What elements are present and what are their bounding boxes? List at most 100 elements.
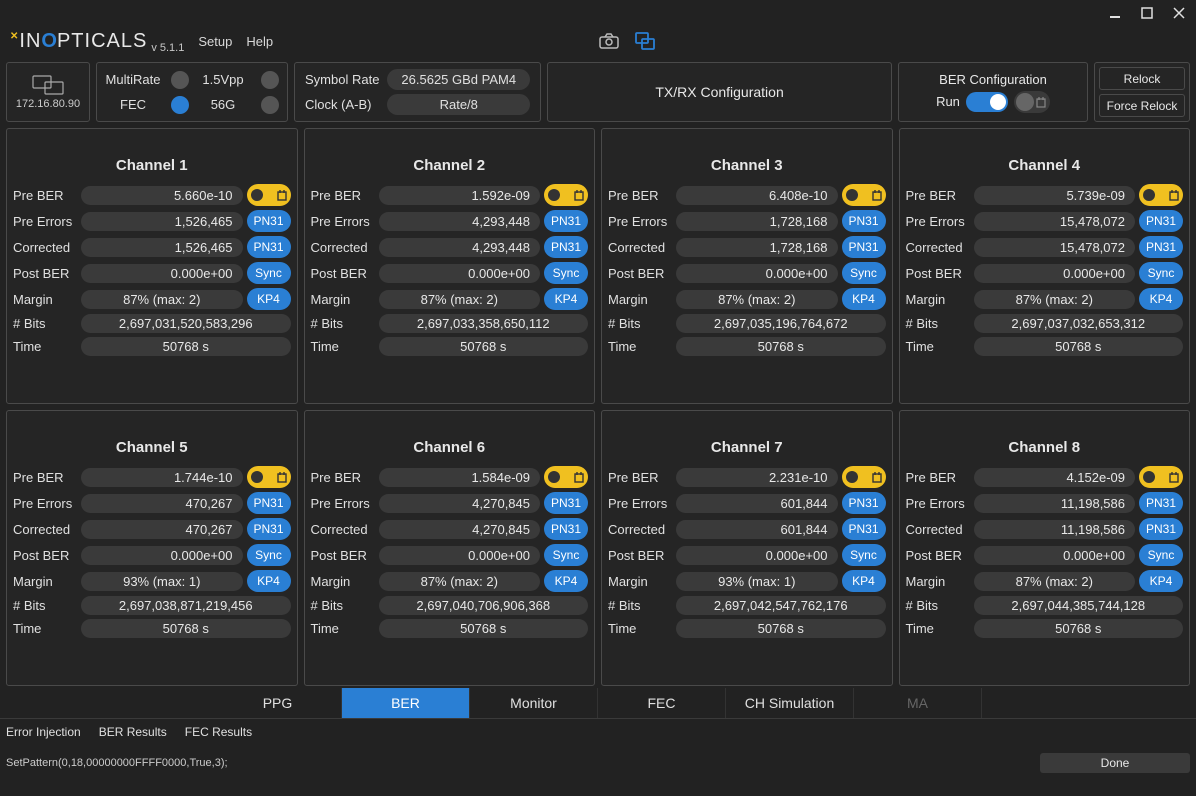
- corrected-value: 470,267: [81, 520, 243, 539]
- sync-badge[interactable]: Sync: [1139, 262, 1183, 284]
- pn31-badge[interactable]: PN31: [1139, 236, 1183, 258]
- symbol-rate-value[interactable]: 26.5625 GBd PAM4: [387, 69, 530, 90]
- corrected-value: 11,198,586: [974, 520, 1136, 539]
- time-value: 50768 s: [81, 619, 291, 638]
- postber-label: Post BER: [906, 266, 970, 281]
- pn31-badge[interactable]: PN31: [544, 210, 588, 232]
- corrected-value: 4,270,845: [379, 520, 541, 539]
- sync-badge[interactable]: Sync: [247, 544, 291, 566]
- multirate-toggle[interactable]: MultiRate: [105, 71, 189, 89]
- kp4-badge[interactable]: KP4: [544, 288, 588, 310]
- preber-toggle[interactable]: [544, 466, 588, 488]
- screenshot-icon[interactable]: [598, 30, 620, 52]
- preber-toggle[interactable]: [1139, 466, 1183, 488]
- margin-value: 87% (max: 2): [974, 572, 1136, 591]
- sync-badge[interactable]: Sync: [247, 262, 291, 284]
- sync-badge[interactable]: Sync: [544, 544, 588, 566]
- preerr-value: 11,198,586: [974, 494, 1136, 513]
- time-label: Time: [13, 339, 77, 354]
- pn31-badge[interactable]: PN31: [842, 210, 886, 232]
- tab-ch-simulation[interactable]: CH Simulation: [726, 688, 854, 718]
- preber-toggle[interactable]: [544, 184, 588, 206]
- pn31-badge[interactable]: PN31: [247, 236, 291, 258]
- preber-toggle[interactable]: [842, 184, 886, 206]
- sync-badge[interactable]: Sync: [544, 262, 588, 284]
- preber-toggle[interactable]: [1139, 184, 1183, 206]
- pn31-badge[interactable]: PN31: [247, 210, 291, 232]
- postber-value: 0.000e+00: [676, 546, 838, 565]
- tab-ppg[interactable]: PPG: [214, 688, 342, 718]
- kp4-badge[interactable]: KP4: [247, 288, 291, 310]
- relock-button[interactable]: Relock: [1099, 67, 1185, 90]
- pn31-badge[interactable]: PN31: [842, 492, 886, 514]
- margin-label: Margin: [906, 292, 970, 307]
- vpp-toggle[interactable]: 1.5Vpp: [195, 71, 279, 89]
- subtab-fec-results[interactable]: FEC Results: [185, 725, 252, 739]
- pn31-badge[interactable]: PN31: [1139, 518, 1183, 540]
- tab-ber[interactable]: BER: [342, 688, 470, 718]
- sync-badge[interactable]: Sync: [842, 262, 886, 284]
- kp4-badge[interactable]: KP4: [247, 570, 291, 592]
- vpp-dot-icon: [261, 71, 279, 89]
- subtab-ber-results[interactable]: BER Results: [99, 725, 167, 739]
- subtab-error-injection[interactable]: Error Injection: [6, 725, 81, 739]
- tab-monitor[interactable]: Monitor: [470, 688, 598, 718]
- pn31-badge[interactable]: PN31: [544, 518, 588, 540]
- app-header: ✕INOPTICALS v 5.1.1 Setup Help: [0, 26, 1196, 56]
- maximize-button[interactable]: [1138, 4, 1156, 22]
- run-options-switch[interactable]: [1014, 91, 1050, 113]
- minimize-button[interactable]: [1106, 4, 1124, 22]
- bits-value: 2,697,038,871,219,456: [81, 596, 291, 615]
- preber-value: 1.592e-09: [379, 186, 541, 205]
- kp4-badge[interactable]: KP4: [544, 570, 588, 592]
- ip-panel[interactable]: 172.16.80.90: [6, 62, 90, 122]
- tab-fec[interactable]: FEC: [598, 688, 726, 718]
- time-label: Time: [311, 621, 375, 636]
- multi-window-icon[interactable]: [634, 30, 656, 52]
- speed-toggle[interactable]: 56G: [195, 96, 279, 114]
- menu-help[interactable]: Help: [246, 34, 273, 49]
- pn31-badge[interactable]: PN31: [842, 518, 886, 540]
- kp4-badge[interactable]: KP4: [1139, 288, 1183, 310]
- corrected-label: Corrected: [13, 522, 77, 537]
- tab-ma[interactable]: MA: [854, 688, 982, 718]
- sync-badge[interactable]: Sync: [1139, 544, 1183, 566]
- sync-badge[interactable]: Sync: [842, 544, 886, 566]
- bits-label: # Bits: [608, 316, 672, 331]
- preber-toggle[interactable]: [247, 466, 291, 488]
- done-button[interactable]: Done: [1040, 753, 1190, 773]
- txrx-panel[interactable]: TX/RX Configuration: [547, 62, 892, 122]
- pn31-badge[interactable]: PN31: [1139, 492, 1183, 514]
- fec-toggle[interactable]: FEC: [105, 96, 189, 114]
- pn31-badge[interactable]: PN31: [842, 236, 886, 258]
- app-logo: ✕INOPTICALS v 5.1.1: [10, 30, 184, 53]
- channel-title: Channel 7: [608, 439, 886, 456]
- pn31-badge[interactable]: PN31: [544, 492, 588, 514]
- postber-label: Post BER: [13, 548, 77, 563]
- pn31-badge[interactable]: PN31: [544, 236, 588, 258]
- pn31-badge[interactable]: PN31: [1139, 210, 1183, 232]
- time-label: Time: [608, 621, 672, 636]
- preber-value: 5.739e-09: [974, 186, 1136, 205]
- preerr-label: Pre Errors: [311, 214, 375, 229]
- preber-toggle[interactable]: [842, 466, 886, 488]
- pn31-badge[interactable]: PN31: [247, 518, 291, 540]
- force-relock-button[interactable]: Force Relock: [1099, 94, 1185, 117]
- menu-setup[interactable]: Setup: [198, 34, 232, 49]
- version-label: v 5.1.1: [151, 42, 184, 54]
- corrected-label: Corrected: [311, 522, 375, 537]
- kp4-badge[interactable]: KP4: [1139, 570, 1183, 592]
- corrected-label: Corrected: [608, 522, 672, 537]
- kp4-badge[interactable]: KP4: [842, 288, 886, 310]
- pn31-badge[interactable]: PN31: [247, 492, 291, 514]
- bits-value: 2,697,040,706,906,368: [379, 596, 589, 615]
- symbol-rate-label: Symbol Rate: [305, 72, 379, 87]
- postber-label: Post BER: [906, 548, 970, 563]
- kp4-badge[interactable]: KP4: [842, 570, 886, 592]
- preber-toggle[interactable]: [247, 184, 291, 206]
- channel-title: Channel 8: [906, 439, 1184, 456]
- postber-label: Post BER: [608, 548, 672, 563]
- run-switch[interactable]: [966, 92, 1008, 112]
- clock-value[interactable]: Rate/8: [387, 94, 530, 115]
- close-button[interactable]: [1170, 4, 1188, 22]
